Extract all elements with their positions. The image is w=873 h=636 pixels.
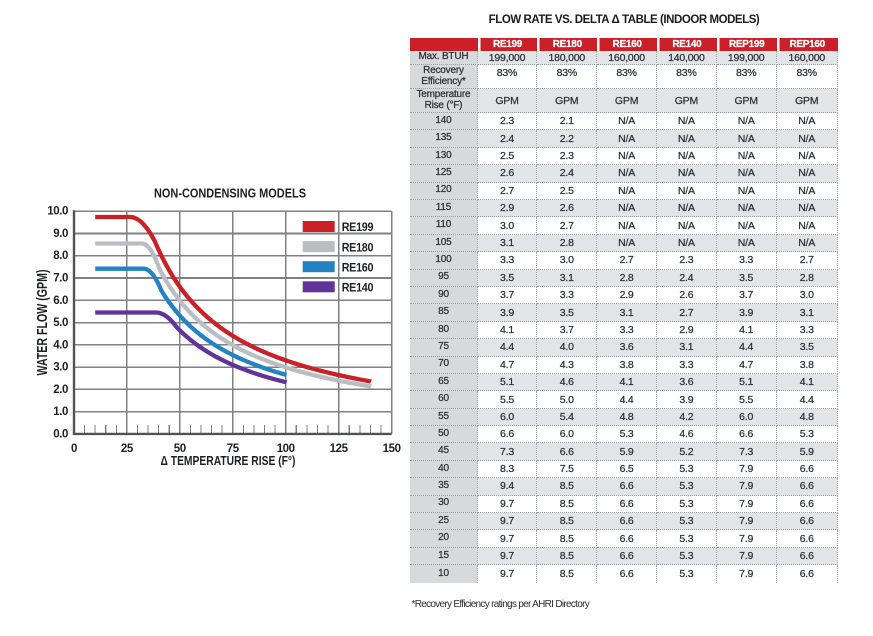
svg-text:RE199: RE199 [342, 220, 374, 234]
svg-text:3.0: 3.0 [53, 362, 68, 374]
svg-text:WATER FLOW (GPM): WATER FLOW (GPM) [35, 269, 51, 375]
svg-text:75: 75 [227, 443, 240, 455]
svg-text:0: 0 [71, 443, 77, 455]
svg-text:NON-CONDENSING MODELS: NON-CONDENSING MODELS [154, 186, 306, 201]
svg-text:1.0: 1.0 [53, 406, 68, 418]
svg-text:RE180: RE180 [342, 240, 374, 254]
svg-text:0.0: 0.0 [53, 428, 68, 440]
svg-text:50: 50 [174, 443, 186, 455]
svg-text:RE140: RE140 [342, 281, 374, 295]
svg-text:25: 25 [121, 443, 134, 455]
svg-text:9.0: 9.0 [53, 228, 68, 240]
svg-text:5.0: 5.0 [53, 317, 68, 329]
svg-text:8.0: 8.0 [53, 250, 68, 262]
svg-text:6.0: 6.0 [53, 295, 68, 307]
svg-text:10.0: 10.0 [47, 206, 68, 218]
svg-text:RE160: RE160 [342, 260, 374, 274]
svg-text:7.0: 7.0 [53, 273, 68, 285]
svg-text:2.0: 2.0 [53, 384, 68, 396]
svg-text:4.0: 4.0 [53, 339, 68, 351]
svg-text:125: 125 [330, 443, 349, 455]
svg-text:150: 150 [383, 443, 401, 455]
svg-text:100: 100 [277, 443, 295, 455]
svg-text:Δ TEMPERATURE RISE (F°): Δ TEMPERATURE RISE (F°) [161, 454, 296, 468]
